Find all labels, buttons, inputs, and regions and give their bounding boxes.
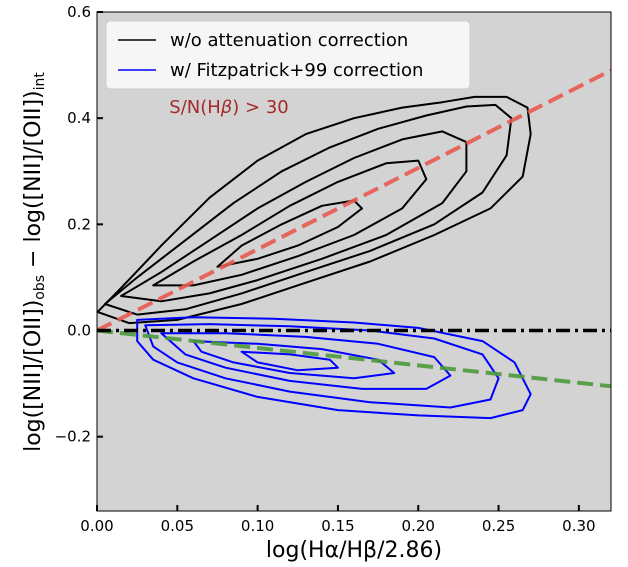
y-axis-label: log([NII]/[OII])obs − log([NII]/[OII])in… [21,72,48,452]
y-tick-label: 0.6 [67,3,91,21]
contour-black-4 [216,199,363,268]
y-axis-ticks: −0.2 0.0 0.2 0.4 0.6 [55,3,103,446]
plot-frame [96,11,612,512]
y-tick-label: −0.2 [55,428,91,446]
y-tick-label: 0.4 [67,109,91,127]
legend-entry-black: w/o attenuation correction [170,30,408,51]
x-tick-label: 0.30 [562,517,595,535]
x-tick-label: 0.25 [482,517,515,535]
contour-blue-3 [192,340,396,380]
reference-lines-layer [97,68,611,389]
red-dashed-fit-line [97,68,611,333]
contour-blue-4 [240,350,339,372]
contour-black-3 [152,159,428,287]
contour-blue-1 [144,323,500,409]
legend: w/o attenuation correction w/ Fitzpatric… [105,20,471,90]
x-axis-label: log(Hα/Hβ/2.86) [266,538,442,563]
x-tick-label: 0.20 [402,517,435,535]
legend-entry-blue: w/ Fitzpatrick+99 correction [170,60,423,81]
x-tick-label: 0.05 [161,517,194,535]
plot-area [97,12,611,511]
contour-blue-2 [160,332,452,390]
contour-black-1 [104,103,513,316]
legend-box [105,20,471,90]
contour-blue-0 [136,316,532,420]
sn-annotation: S/N(Hβ) > 30 [169,97,288,118]
contour-black-0 [97,95,532,325]
y-tick-label: 0.0 [67,322,91,340]
x-tick-label: 0.10 [241,517,274,535]
y-tick-label: 0.2 [67,215,91,233]
green-dashed-fit-line [97,328,611,389]
x-tick-label: 0.00 [80,517,113,535]
x-axis-ticks: 0.00 0.05 0.10 0.15 0.20 0.25 0.30 [80,505,596,535]
x-tick-label: 0.15 [321,517,354,535]
